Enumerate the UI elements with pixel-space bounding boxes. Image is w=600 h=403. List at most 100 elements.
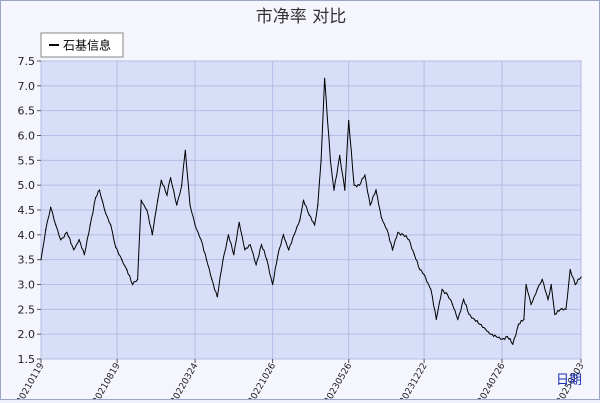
y-tick-label: 5.0 <box>18 179 36 192</box>
data-point <box>126 269 128 271</box>
data-point <box>550 283 552 286</box>
data-point <box>375 189 377 191</box>
data-point <box>423 274 425 276</box>
data-point <box>181 184 183 186</box>
data-point <box>140 199 142 201</box>
data-point <box>506 336 508 338</box>
data-point <box>170 177 172 179</box>
data-point <box>541 278 543 281</box>
data-point <box>200 239 202 241</box>
x-tick-label: 20221026 <box>247 361 279 399</box>
x-tick-label: 20240726 <box>476 361 508 399</box>
data-point <box>302 199 305 201</box>
x-tick-label: 20220324 <box>169 361 201 399</box>
data-point <box>565 308 567 310</box>
data-point <box>463 298 465 300</box>
data-point <box>166 194 168 196</box>
y-tick-label: 7.0 <box>18 80 36 93</box>
data-point <box>391 249 394 251</box>
y-axis: 1.5 2.0 2.5 3.0 3.5 4.0 4.5 5.0 5.5 6.0 6.5 7.0 7.5 <box>18 55 41 366</box>
data-point <box>419 269 421 271</box>
data-point <box>329 159 331 161</box>
data-point <box>83 254 85 256</box>
data-point <box>299 219 301 221</box>
data-point <box>151 234 153 236</box>
data-point <box>308 214 310 216</box>
legend-label: 石基信息 <box>63 38 111 53</box>
data-point <box>523 318 525 320</box>
data-point <box>66 231 68 233</box>
data-point <box>288 249 290 251</box>
y-tick-label: 7.5 <box>18 55 36 68</box>
data-point <box>233 254 235 256</box>
data-point <box>402 234 404 236</box>
y-tick-label: 5.5 <box>18 154 36 167</box>
data-point <box>73 249 75 251</box>
data-point <box>333 189 335 191</box>
data-point <box>189 204 191 206</box>
data-point <box>317 204 319 206</box>
data-point <box>266 259 268 261</box>
data-point <box>121 259 123 261</box>
x-tick-label: 20210819 <box>91 361 123 399</box>
data-point <box>369 204 371 206</box>
data-point <box>282 234 284 236</box>
y-tick-label: 2.5 <box>18 303 36 316</box>
data-point <box>314 224 316 226</box>
x-tick-label: 20210119 <box>15 361 47 399</box>
data-point <box>50 206 52 209</box>
data-point <box>473 318 475 320</box>
data-point <box>157 199 159 201</box>
data-point <box>536 288 538 291</box>
data-point <box>160 179 162 181</box>
data-point <box>184 149 186 151</box>
legend: 石基信息 <box>40 32 124 58</box>
data-point <box>60 239 62 241</box>
data-point <box>501 338 503 340</box>
x-tick-label: 20231222 <box>398 362 430 400</box>
data-point <box>216 296 218 298</box>
data-point <box>89 224 91 226</box>
data-point <box>468 313 470 315</box>
data-point <box>132 283 134 286</box>
data-point <box>98 189 101 191</box>
data-point <box>435 318 437 320</box>
data-point <box>559 308 562 310</box>
data-point <box>574 283 576 286</box>
x-tick-label: 20230526 <box>323 361 355 399</box>
data-point <box>441 288 443 291</box>
data-point <box>484 328 487 330</box>
data-point <box>137 278 139 281</box>
data-point <box>324 77 326 79</box>
data-point <box>104 209 106 211</box>
data-point <box>358 184 361 186</box>
data-point <box>525 283 527 286</box>
data-point <box>222 259 224 261</box>
y-tick-label: 3.0 <box>18 279 36 292</box>
y-tick-label: 6.5 <box>18 105 36 118</box>
data-point <box>45 229 47 231</box>
data-point <box>397 231 399 233</box>
data-point <box>227 234 229 236</box>
y-tick-label: 4.5 <box>18 204 36 217</box>
data-point <box>479 323 481 325</box>
data-point <box>293 234 295 236</box>
data-point <box>277 254 279 256</box>
series-layer <box>40 77 582 346</box>
data-point <box>512 343 514 345</box>
data-point <box>569 269 571 271</box>
data-point <box>176 204 178 206</box>
x-axis: 20210119 20210819 20220324 20221026 20230526… <box>15 359 587 403</box>
data-point <box>554 313 556 315</box>
data-point <box>211 278 213 281</box>
data-point <box>408 239 410 241</box>
y-tick-label: 1.5 <box>18 353 36 366</box>
data-point <box>413 254 415 256</box>
data-point <box>272 283 274 286</box>
data-point <box>353 184 355 186</box>
x-axis-label: 日期 <box>556 373 582 388</box>
data-point <box>78 239 80 241</box>
data-point <box>255 264 257 266</box>
